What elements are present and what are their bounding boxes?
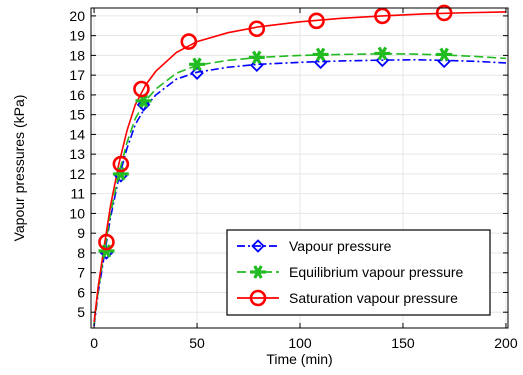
y-tick-label: 7 (77, 265, 85, 281)
circle-marker-shape (435, 4, 453, 22)
series-lines (93, 11, 506, 327)
legend-entry-saturation-vapour-pressure: Saturation vapour pressure (237, 289, 458, 307)
y-tick-label: 20 (69, 8, 85, 24)
y-tick-label: 18 (69, 47, 85, 63)
legend-entry-equilibrium-vapour-pressure: Equilibrium vapour pressure (237, 264, 464, 280)
asterisk-marker-stroke (138, 94, 149, 108)
data-point-saturation-vapour-pressure (133, 80, 150, 98)
y-tick-label: 19 (69, 28, 85, 44)
circle-marker-shape (308, 12, 325, 30)
axis-ticks: 0 50 100 150 200 5 6 7 8 9 10 11 12 13 14 15 16 17 18 19 20 (69, 8, 517, 351)
data-point-equilibrium-vapour-pressure (189, 57, 206, 72)
series-markers (98, 4, 453, 260)
asterisk-marker-stroke (253, 265, 263, 279)
x-tick-label: 200 (494, 335, 518, 351)
data-point-equilibrium-vapour-pressure (98, 244, 115, 258)
y-tick-label: 9 (77, 225, 85, 241)
asterisk-marker-stroke (377, 46, 388, 61)
y-tick-label: 15 (69, 107, 85, 123)
circle-marker-shape (98, 233, 115, 251)
y-tick-label: 13 (69, 146, 85, 162)
asterisk-marker-stroke (439, 47, 449, 62)
legend-marker-equilibrium-vapour-pressure (250, 265, 266, 279)
series-line-vapour-pressure (93, 58, 506, 327)
y-tick-label: 5 (77, 304, 85, 320)
asterisk-marker-stroke (252, 50, 262, 65)
y-tick-label: 12 (69, 166, 85, 182)
data-point-saturation-vapour-pressure (374, 7, 391, 25)
y-tick-label: 14 (69, 126, 85, 142)
y-axis-label: Vapour pressures (kPa) (11, 95, 27, 242)
circle-marker-shape (180, 33, 198, 50)
data-point-equilibrium-vapour-pressure (436, 47, 453, 62)
data-point-vapour-pressure (190, 66, 204, 80)
circle-marker-shape (133, 80, 150, 98)
data-point-saturation-vapour-pressure (308, 12, 325, 30)
grid-lines (91, 8, 508, 328)
y-tick-label: 8 (77, 245, 85, 261)
data-point-saturation-vapour-pressure (98, 233, 115, 251)
asterisk-marker-stroke (192, 57, 202, 72)
data-point-equilibrium-vapour-pressure (248, 50, 265, 65)
y-tick-label: 16 (69, 87, 85, 103)
legend-label-saturation-vapour-pressure: Saturation vapour pressure (289, 290, 458, 306)
circle-marker-shape (112, 155, 130, 173)
legend-marker-vapour-pressure (251, 239, 265, 253)
data-point-vapour-pressure (313, 55, 328, 70)
series-line-saturation-vapour-pressure (93, 11, 506, 323)
y-tick-label: 17 (69, 67, 85, 83)
diamond-marker-shape (251, 239, 265, 253)
legend-entry-vapour-pressure: Vapour pressure (237, 238, 392, 254)
x-tick-label: 150 (391, 335, 415, 351)
diamond-marker-shape (190, 66, 204, 80)
asterisk-marker-stroke (315, 47, 326, 62)
diamond-marker-shape (313, 55, 328, 70)
x-tick-label: 0 (90, 335, 98, 351)
data-point-saturation-vapour-pressure (248, 20, 266, 38)
circle-marker-shape (374, 7, 391, 25)
data-point-equilibrium-vapour-pressure (312, 47, 329, 62)
diamond-marker-shape (249, 58, 264, 73)
diamond-marker-shape (136, 98, 151, 112)
x-tick-label: 50 (189, 335, 205, 351)
plot-area-frame (90, 7, 509, 329)
legend: Vapour pressure Equilibrium vapour press… (226, 229, 491, 316)
circle-marker-shape (248, 20, 266, 38)
data-point-vapour-pressure (249, 58, 264, 73)
data-point-saturation-vapour-pressure (435, 4, 453, 22)
y-tick-label: 10 (69, 205, 85, 221)
legend-marker-saturation-vapour-pressure (249, 289, 267, 307)
y-tick-label: 6 (77, 284, 85, 300)
data-point-saturation-vapour-pressure (112, 155, 130, 173)
asterisk-marker-stroke (101, 244, 112, 258)
x-tick-label: 100 (288, 335, 312, 351)
legend-label-equilibrium-vapour-pressure: Equilibrium vapour pressure (289, 264, 464, 280)
data-point-equilibrium-vapour-pressure (374, 46, 391, 61)
y-tick-label: 11 (70, 186, 85, 202)
series-line-equilibrium-vapour-pressure (93, 53, 506, 325)
data-point-saturation-vapour-pressure (180, 33, 198, 50)
circle-marker-shape (249, 289, 267, 307)
data-point-vapour-pressure (136, 98, 151, 112)
x-axis-label: Time (min) (266, 351, 332, 367)
legend-label-vapour-pressure: Vapour pressure (289, 238, 392, 254)
